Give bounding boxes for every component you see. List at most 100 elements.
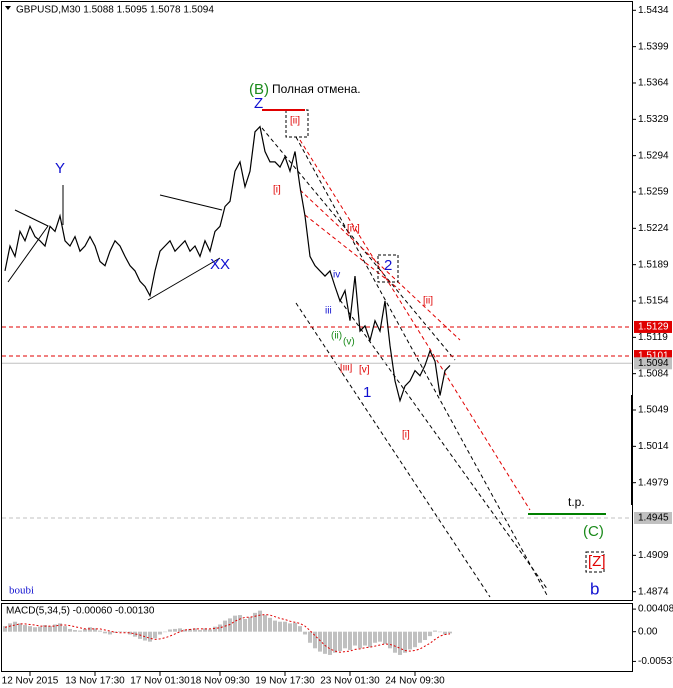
macd-bar xyxy=(123,631,127,633)
box xyxy=(377,254,399,283)
macd-bar xyxy=(8,623,12,632)
macd-bar xyxy=(58,623,62,632)
chart-title: GBPUSD,M30 1.5088 1.5095 1.5078 1.5094 xyxy=(16,5,214,16)
y-tick-label: 1.4979 xyxy=(638,477,669,488)
channel-line xyxy=(295,302,491,598)
macd-bar xyxy=(283,621,287,632)
macd-bar xyxy=(358,631,362,649)
y-tick-label: 0.00408 xyxy=(638,604,673,615)
macd-bar xyxy=(273,620,277,632)
annotation: b xyxy=(590,579,599,598)
macd-bar xyxy=(258,610,262,632)
y-tick-label: 1.5014 xyxy=(638,441,669,452)
annotation: Z xyxy=(254,95,263,112)
level-label: 1.5129 xyxy=(638,322,669,333)
macd-bar xyxy=(243,618,247,632)
macd-bar xyxy=(348,631,352,650)
macd-bar xyxy=(118,631,122,632)
y-tick-label: 1.5224 xyxy=(638,223,669,234)
macd-bar xyxy=(48,626,52,632)
annotations: (B) Полная отмена. Z Y XX [ii] [i] [iv] … xyxy=(9,81,606,599)
macd-bar xyxy=(253,612,257,632)
macd-bar xyxy=(158,631,162,635)
y-tick-label: 0.00 xyxy=(638,626,658,637)
macd-bar xyxy=(308,631,312,643)
annotation: [ii] xyxy=(423,296,433,307)
macd-bar xyxy=(23,625,27,632)
annotation: 2 xyxy=(384,257,392,274)
macd-bar xyxy=(193,628,197,632)
trend-line xyxy=(159,194,223,211)
box xyxy=(585,551,605,573)
macd-bar xyxy=(83,628,87,632)
macd-bar xyxy=(413,631,417,648)
macd-bar xyxy=(78,630,82,632)
x-tick-label: 13 Nov 17:30 xyxy=(65,676,125,687)
level-label: 1.4945 xyxy=(638,513,669,524)
macd-bar xyxy=(363,631,367,646)
macd-bar xyxy=(353,631,357,646)
macd-bar xyxy=(198,630,202,632)
macd-bar xyxy=(433,630,437,632)
macd-bar xyxy=(128,631,132,635)
annotation: (C) xyxy=(583,523,604,540)
macd-bar xyxy=(108,631,112,635)
macd-bar xyxy=(213,626,217,632)
macd-bar xyxy=(428,631,432,637)
annotation: XX xyxy=(210,256,230,273)
macd-bar xyxy=(438,631,442,633)
macd-bar xyxy=(208,629,212,632)
channel-line xyxy=(304,214,401,291)
macd-bar xyxy=(448,631,452,634)
macd-bar xyxy=(183,629,187,632)
level-label-bg xyxy=(634,357,672,370)
macd-bar xyxy=(238,615,242,632)
macd-bar xyxy=(388,631,392,649)
annotation: iii xyxy=(325,306,332,317)
macd-bar xyxy=(93,628,97,632)
macd-bar xyxy=(248,617,252,632)
y-tick-label: -0.00537 xyxy=(638,656,673,667)
annotation: [iii] xyxy=(340,363,352,374)
macd-bar xyxy=(393,631,397,653)
macd-bar xyxy=(323,631,327,654)
annotation: 1 xyxy=(363,384,371,401)
y-tick-label: 1.5399 xyxy=(638,41,669,52)
annotation: [iv] xyxy=(347,224,360,235)
macd-bar xyxy=(153,631,157,639)
macd-bar xyxy=(263,615,267,632)
annotation: [i] xyxy=(402,430,410,441)
macd-bar xyxy=(143,631,147,641)
level-label: 1.5094 xyxy=(638,358,669,369)
macd-bar xyxy=(203,628,207,632)
macd-bar xyxy=(298,626,302,632)
channel-line xyxy=(299,189,461,341)
x-tick-label: 19 Nov 17:30 xyxy=(255,676,315,687)
macd-bar xyxy=(63,626,67,632)
annotation: [Z] xyxy=(588,553,606,570)
macd-bar xyxy=(418,631,422,643)
macd-bar xyxy=(28,626,32,632)
y-tick-label: 1.5364 xyxy=(638,78,669,89)
macd-bar xyxy=(333,631,337,653)
channel-line xyxy=(295,136,549,598)
menu-arrow xyxy=(5,6,11,10)
y-tick-label: 1.5189 xyxy=(638,259,669,270)
annotation: (v) xyxy=(343,337,355,348)
macd-bar xyxy=(113,631,117,633)
macd-bar xyxy=(383,631,387,644)
macd-bar xyxy=(103,631,107,634)
macd-bar xyxy=(178,628,182,632)
macd-bar xyxy=(373,631,377,643)
y-tick-label: 1.5329 xyxy=(638,114,669,125)
x-tick-label: 12 Nov 2015 xyxy=(2,676,59,687)
macd-bar xyxy=(33,627,37,632)
y-tick-label: 1.4909 xyxy=(638,550,669,561)
annotation: boubi xyxy=(9,585,34,597)
price-line xyxy=(4,125,451,403)
macd-bar xyxy=(328,631,332,655)
macd-bar xyxy=(43,625,47,632)
level-label-bg xyxy=(634,511,672,524)
channel-line xyxy=(339,299,549,591)
